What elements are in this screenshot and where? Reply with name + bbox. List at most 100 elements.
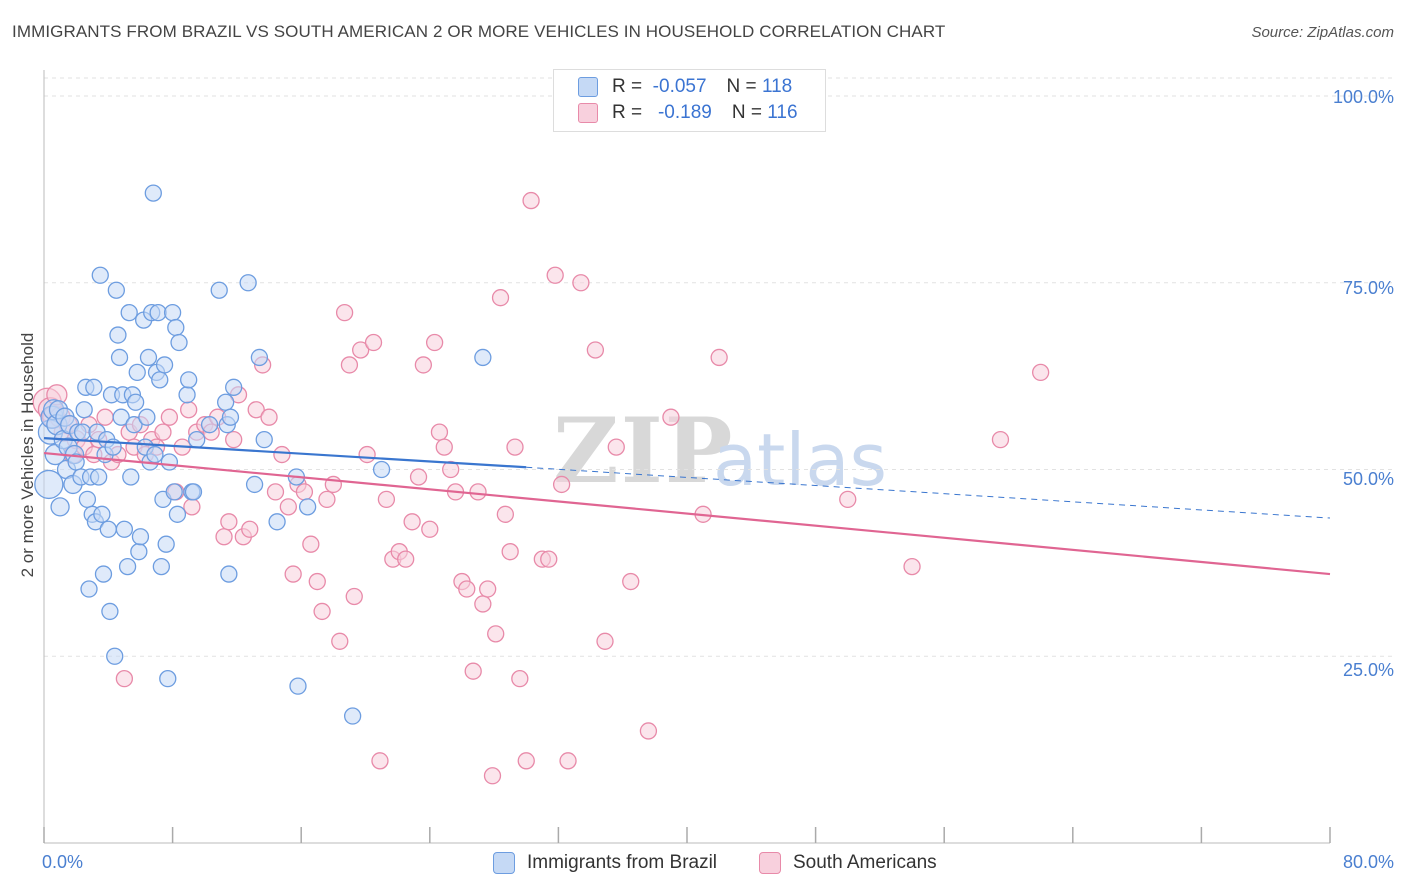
brazil-point — [106, 647, 124, 665]
brazil-point — [122, 468, 140, 486]
south-americans-point — [487, 625, 505, 643]
x-tick-label-max: 80.0% — [1342, 852, 1394, 872]
brazil-point — [180, 371, 198, 389]
south-swatch — [759, 852, 781, 874]
south-americans-point — [241, 520, 259, 538]
brazil-point — [80, 580, 98, 598]
brazil-point — [130, 543, 148, 561]
brazil-point — [343, 707, 362, 725]
brazil-point — [73, 423, 92, 441]
y-tick-label: 25.0% — [1342, 660, 1394, 680]
south-americans-point — [540, 550, 558, 568]
brazil-point — [160, 453, 179, 471]
south-americans-point — [511, 670, 529, 688]
brazil-point — [152, 557, 170, 576]
south-americans-point — [308, 572, 326, 591]
brazil-point — [155, 356, 174, 374]
brazil-point — [128, 363, 146, 382]
south-americans-point — [180, 401, 198, 419]
trend-lines — [43, 437, 1331, 576]
south-americans-point — [409, 468, 428, 486]
south-americans-point — [596, 632, 614, 650]
south-americans-point — [331, 632, 349, 650]
axes — [43, 70, 1331, 844]
source-label: Source: ZipAtlas.com — [1251, 24, 1394, 41]
brazil-point — [125, 416, 143, 434]
brazil-point — [144, 184, 162, 202]
south-americans-point — [586, 341, 605, 359]
brazil-point — [216, 393, 235, 411]
brazil-point — [93, 505, 111, 523]
south-americans-point — [517, 752, 535, 770]
legend-label-brazil: Immigrants from Brazil — [527, 852, 718, 873]
chart-title: IMMIGRANTS FROM BRAZIL VS SOUTH AMERICAN… — [12, 22, 946, 41]
brazil-point — [149, 303, 167, 322]
south-americans-point — [247, 401, 265, 419]
south-americans-point — [345, 587, 363, 606]
x-tick-label-min: 0.0% — [42, 852, 84, 872]
brazil-point — [210, 281, 228, 299]
brazil-point — [101, 602, 119, 621]
south-americans-point — [546, 266, 564, 284]
brazil-point — [118, 557, 137, 576]
brazil-point — [168, 505, 187, 523]
south-americans-point — [496, 505, 515, 523]
brazil-point — [289, 677, 307, 695]
n-label: N = — [726, 76, 757, 97]
y-tick-label: 75.0% — [1342, 278, 1394, 298]
r-label: R = — [612, 102, 643, 123]
brazil-point — [109, 326, 127, 344]
brazil-point — [99, 520, 117, 538]
brazil-point — [255, 430, 273, 449]
south-americans-point — [371, 752, 389, 770]
south-americans-point — [358, 445, 376, 464]
south-americans-point — [435, 438, 453, 456]
legend-item-brazil[interactable]: Immigrants from Brazil — [493, 852, 717, 874]
south-americans-point — [160, 408, 179, 426]
n-value-brazil: 118 — [761, 76, 793, 97]
brazil-point — [298, 498, 317, 516]
watermark-zip: ZIP — [553, 398, 735, 504]
brazil-point — [239, 274, 257, 292]
legend-label-south: South Americans — [793, 852, 937, 873]
y-axis-label: 2 or more Vehicles in Household — [18, 332, 37, 578]
brazil-point — [151, 371, 169, 389]
brazil-point — [138, 408, 156, 426]
south-americans-point — [639, 722, 658, 740]
south-americans-point — [340, 356, 359, 374]
south-swatch — [578, 103, 598, 123]
y-tick-label: 50.0% — [1342, 469, 1394, 489]
brazil-point — [157, 535, 175, 553]
south-americans-point — [115, 670, 134, 688]
legend-item-south[interactable]: South Americans — [759, 852, 937, 874]
brazil-point — [245, 475, 264, 494]
y-tick-label: 100.0% — [1332, 87, 1394, 107]
correlation-legend: R = -0.057 N = 118 R = -0.189 N = 116 — [553, 69, 826, 132]
south-americans-point — [662, 408, 680, 426]
brazil-point — [139, 348, 158, 367]
brazil-point — [115, 520, 134, 538]
south-americans-point — [414, 356, 433, 374]
south-americans-point — [313, 602, 331, 621]
south-americans-point — [266, 483, 285, 501]
brazil-point — [178, 386, 196, 404]
brazil-point — [167, 318, 185, 337]
south-americans-point — [430, 423, 449, 441]
south-americans-point — [377, 490, 396, 509]
brazil-point — [184, 483, 203, 501]
brazil-trend-line — [43, 437, 527, 469]
south-americans-point — [215, 528, 233, 546]
brazil-point — [372, 460, 391, 479]
brazil-point — [78, 490, 97, 509]
brazil-point — [200, 416, 219, 434]
brazil-point — [34, 469, 64, 500]
south-americans-point — [1032, 363, 1050, 382]
south-americans-point — [397, 550, 415, 568]
south-americans-trend-line — [43, 451, 1331, 576]
r-value-south: -0.189 — [657, 102, 712, 123]
brazil-point — [268, 513, 286, 531]
south-americans-point — [839, 490, 857, 509]
south-americans-point — [710, 348, 728, 367]
brazil-point — [170, 333, 188, 352]
brazil-point — [131, 528, 150, 546]
